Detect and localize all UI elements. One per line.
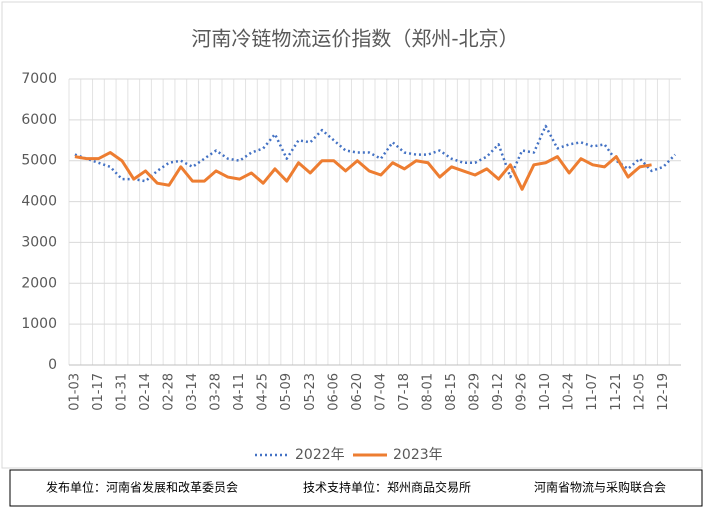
x-tick-label: 06-06 xyxy=(326,373,341,411)
x-tick-label: 01-17 xyxy=(91,373,106,411)
x-tick-label: 11-21 xyxy=(609,373,624,411)
y-tick-label: 7000 xyxy=(21,71,57,87)
x-tick-label: 02-28 xyxy=(162,373,177,411)
x-tick-label: 05-23 xyxy=(303,373,318,411)
footer-box xyxy=(9,469,703,507)
x-tick-label: 12-05 xyxy=(632,373,647,411)
y-tick-label: 1000 xyxy=(21,316,57,332)
x-tick-label: 02-14 xyxy=(138,373,153,411)
x-tick-label: 09-12 xyxy=(491,373,506,411)
x-tick-label: 04-25 xyxy=(256,373,271,411)
x-tick-label: 08-01 xyxy=(420,373,435,411)
x-tick-label: 01-03 xyxy=(67,373,82,411)
legend-label: 2022年 xyxy=(295,447,345,463)
chart-title: 河南冷链物流运价指数（郑州-北京） xyxy=(191,27,518,51)
x-tick-label: 10-24 xyxy=(562,373,577,411)
x-tick-label: 03-14 xyxy=(185,373,200,411)
x-tick-label: 12-19 xyxy=(656,373,671,411)
x-tick-label: 06-20 xyxy=(350,373,365,411)
legend-label: 2023年 xyxy=(393,447,443,463)
x-tick-label: 09-26 xyxy=(515,373,530,411)
x-tick-label: 08-15 xyxy=(444,373,459,411)
x-tick-label: 05-09 xyxy=(279,373,294,411)
x-tick-label: 04-11 xyxy=(232,373,247,411)
y-tick-label: 4000 xyxy=(21,194,57,210)
x-tick-label: 10-10 xyxy=(538,373,553,411)
y-tick-label: 3000 xyxy=(21,234,57,250)
x-tick-label: 01-31 xyxy=(114,373,129,411)
footer-text: 发布单位：河南省发展和改革委员会 xyxy=(46,480,238,495)
footer-text: 技术支持单位：郑州商品交易所 xyxy=(303,480,471,495)
x-tick-label: 07-18 xyxy=(397,373,412,411)
x-tick-label: 08-29 xyxy=(468,373,483,411)
footer-text: 河南省物流与采购联合会 xyxy=(534,480,666,495)
y-tick-label: 5000 xyxy=(21,153,57,169)
chart-border xyxy=(1,1,703,469)
y-tick-label: 6000 xyxy=(21,112,57,128)
y-tick-label: 0 xyxy=(48,357,57,373)
x-tick-label: 03-28 xyxy=(209,373,224,411)
x-tick-label: 07-04 xyxy=(373,373,388,411)
y-tick-label: 2000 xyxy=(21,275,57,291)
series-line xyxy=(74,151,652,191)
x-tick-label: 11-07 xyxy=(585,373,600,411)
